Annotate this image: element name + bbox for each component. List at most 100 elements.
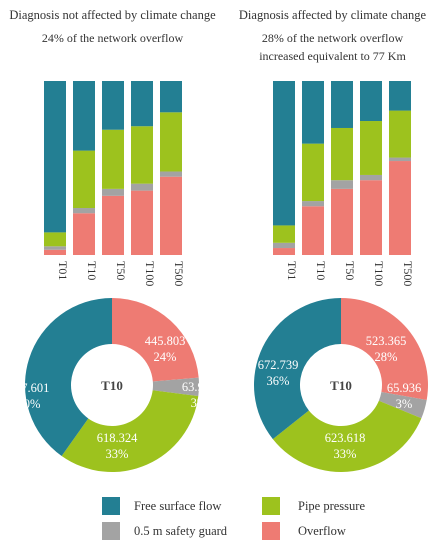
bar-segment-free-surface-flow xyxy=(160,81,182,113)
right-subtitle-line2: increased equivalent to 77 Km xyxy=(259,49,406,63)
bar-segment-overflow xyxy=(389,161,411,255)
donut-percent-label: 3% xyxy=(396,397,413,411)
bar-segment-overflow xyxy=(131,190,153,255)
bar-segment-pipe-pressure xyxy=(302,143,324,202)
bar-segment-safety-guard xyxy=(302,201,324,207)
x-tick-label: T01 xyxy=(56,261,70,280)
bar-segment-safety-guard xyxy=(73,208,95,214)
bar-segment-pipe-pressure xyxy=(44,232,66,247)
bar-segment-pipe-pressure xyxy=(102,129,124,189)
legend-free-surface-flow: Free surface flow xyxy=(102,497,221,515)
donut-slice-overflow xyxy=(341,298,428,400)
bar-segment-free-surface-flow xyxy=(360,81,382,122)
donut-slice-free-surface-flow xyxy=(24,298,112,456)
bar-segment-overflow xyxy=(73,213,95,255)
donut-center-label: T10 xyxy=(101,378,123,393)
bar-segment-overflow xyxy=(331,188,353,255)
legend-swatch-pipe-pressure xyxy=(262,497,280,515)
bar-segment-overflow xyxy=(360,180,382,255)
bar-segment-free-surface-flow xyxy=(389,81,411,111)
right-title: Diagnosis affected by climate change xyxy=(238,8,427,22)
bar-segment-pipe-pressure xyxy=(73,150,95,209)
legend-safety-guard: 0.5 m safety guard xyxy=(102,522,227,540)
donut-slice-overflow xyxy=(112,298,199,382)
bar-segment-pipe-pressure xyxy=(331,127,353,181)
bar-segment-safety-guard xyxy=(360,174,382,181)
not-affected-bar-chart: T01 T10 T50 T100 T500 xyxy=(44,81,186,286)
x-tick-label: T10 xyxy=(314,261,328,280)
legend-label-safety-guard: 0.5 m safety guard xyxy=(134,523,228,538)
x-tick-label: T100 xyxy=(143,261,157,286)
legend-overflow: Overflow xyxy=(262,522,346,540)
left-heading: Diagnosis not affected by climate change… xyxy=(0,6,225,47)
donut-value-label: 672.739 xyxy=(258,358,299,372)
bar-segment-free-surface-flow xyxy=(102,81,124,130)
x-tick-label: T100 xyxy=(372,261,386,286)
x-tick-label: T500 xyxy=(401,261,415,286)
left-subtitle: 24% of the network overflow xyxy=(41,31,184,45)
donut-value-label: 623.618 xyxy=(325,431,366,445)
bar-segment-pipe-pressure xyxy=(131,126,153,184)
donut-slice-safety-guard xyxy=(152,377,199,397)
legend-swatch-safety-guard xyxy=(102,522,120,540)
donut-value-label: 523.365 xyxy=(366,334,407,348)
donut-percent-label: 28% xyxy=(375,350,398,364)
legend-swatch-overflow xyxy=(262,522,280,540)
right-subtitle-line1: 28% of the network overflow xyxy=(261,31,404,45)
legend-label-overflow: Overflow xyxy=(298,523,346,538)
not-affected-donut-chart: T10 445.803 24% 63.931 3% 618.324 33% 757.601 40… xyxy=(9,298,216,472)
donut-percent-label: 3% xyxy=(191,396,208,410)
legend-label-free-surface-flow: Free surface flow xyxy=(134,498,222,513)
legend-label-pipe-pressure: Pipe pressure xyxy=(298,498,365,513)
bar-segment-safety-guard xyxy=(331,180,353,189)
donut-value-label: 618.324 xyxy=(97,431,138,445)
donut-slice-pipe-pressure xyxy=(272,400,422,472)
bar-segment-overflow xyxy=(44,249,66,255)
donut-slice-pipe-pressure xyxy=(61,390,199,472)
donut-slice-free-surface-flow xyxy=(253,298,341,440)
bar-segment-overflow xyxy=(302,206,324,255)
donut-slice-safety-guard xyxy=(378,392,427,419)
bar-segment-safety-guard xyxy=(44,246,66,250)
bar-segment-pipe-pressure xyxy=(360,121,382,175)
bar-segment-safety-guard xyxy=(389,157,411,162)
affected-bar-chart: T01 T10 T50 T100 T500 xyxy=(273,81,415,286)
donut-percent-label: 40% xyxy=(18,397,41,411)
right-heading: Diagnosis affected by climate change 28%… xyxy=(218,6,447,65)
bar-segment-free-surface-flow xyxy=(131,81,153,127)
donut-percent-label: 33% xyxy=(334,447,357,461)
bar-segment-safety-guard xyxy=(273,242,295,249)
bar-segment-safety-guard xyxy=(102,188,124,196)
x-tick-label: T01 xyxy=(285,261,299,280)
x-tick-label: T500 xyxy=(172,261,186,286)
donut-value-label: 63.931 xyxy=(182,380,216,394)
legend-swatch-free-surface-flow xyxy=(102,497,120,515)
x-tick-label: T50 xyxy=(114,261,128,280)
legend-pipe-pressure: Pipe pressure xyxy=(262,497,365,515)
donut-percent-label: 33% xyxy=(106,447,129,461)
bar-segment-free-surface-flow xyxy=(331,81,353,128)
affected-donut-chart: T10 523.365 28% 65.936 3% 623.618 33% 672.739 36… xyxy=(253,298,428,472)
donut-percent-label: 24% xyxy=(154,350,177,364)
bar-segment-pipe-pressure xyxy=(160,112,182,172)
bar-segment-free-surface-flow xyxy=(73,81,95,151)
bar-segment-overflow xyxy=(273,248,295,255)
donut-value-label: 445.803 xyxy=(145,334,186,348)
bar-segment-free-surface-flow xyxy=(273,81,295,226)
left-title: Diagnosis not affected by climate change xyxy=(9,8,216,22)
bar-segment-overflow xyxy=(102,195,124,255)
donut-percent-label: 36% xyxy=(267,374,290,388)
bar-segment-pipe-pressure xyxy=(273,225,295,243)
donut-value-label: 757.601 xyxy=(9,381,50,395)
bar-segment-free-surface-flow xyxy=(302,81,324,144)
x-tick-label: T50 xyxy=(343,261,357,280)
bar-segment-overflow xyxy=(160,176,182,255)
donut-center-label: T10 xyxy=(330,378,352,393)
bar-segment-safety-guard xyxy=(131,183,153,191)
donut-value-label: 65.936 xyxy=(387,381,421,395)
x-tick-label: T10 xyxy=(85,261,99,280)
bar-segment-free-surface-flow xyxy=(44,81,66,233)
bar-segment-safety-guard xyxy=(160,171,182,177)
bar-segment-pipe-pressure xyxy=(389,110,411,158)
